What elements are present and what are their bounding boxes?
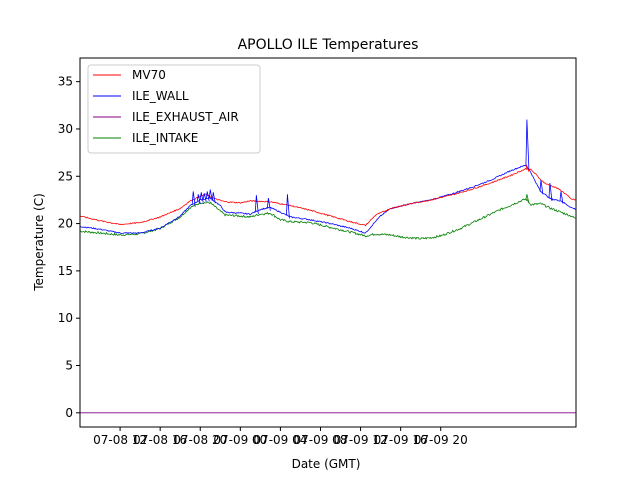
- chart-title: APOLLO ILE Temperatures: [238, 37, 419, 53]
- series-spike: [191, 191, 196, 207]
- x-tick-label: 07-09 04: [253, 433, 307, 447]
- y-tick-label: 20: [58, 217, 73, 231]
- x-tick-label: 07-09 00: [213, 433, 267, 447]
- series-line-ile-intake: [80, 198, 576, 240]
- series-spike: [254, 195, 259, 215]
- y-axis: 0 5 10 15 20 25 30 35: [58, 75, 80, 420]
- series-spike: [199, 192, 204, 203]
- series-spike: [286, 194, 290, 219]
- plot-frame: [79, 57, 577, 428]
- legend: MV70 ILE_WALL ILE_EXHAUST_AIR ILE_INTAKE: [87, 64, 261, 154]
- y-tick-label: 15: [58, 264, 73, 278]
- x-tick-label: 07-08 12: [93, 433, 147, 447]
- series-spike: [266, 197, 271, 211]
- x-tick-label: 07-09 08: [294, 433, 348, 447]
- y-tick-label: 10: [58, 311, 73, 325]
- x-tick-label: 07-09 16: [374, 433, 428, 447]
- series-spike: [548, 182, 553, 202]
- series-spike: [208, 189, 213, 201]
- y-axis-title: Temperature (C): [32, 193, 46, 292]
- y-tick-label: 5: [65, 359, 73, 373]
- series-spike: [525, 119, 530, 170]
- x-tick-label: 07-08 20: [173, 433, 227, 447]
- series-spike: [559, 191, 564, 204]
- y-tick-label: 35: [58, 75, 73, 89]
- legend-label: ILE_INTAKE: [132, 131, 198, 145]
- series-spike: [205, 191, 210, 202]
- legend-label: ILE_WALL: [132, 89, 189, 103]
- series-line-ile-wall: [80, 164, 576, 235]
- x-tick-label: 07-09 20: [414, 433, 468, 447]
- series-spike: [525, 194, 530, 204]
- series-spike: [525, 164, 530, 172]
- series-spike: [211, 192, 216, 204]
- x-axis-title: Date (GMT): [292, 457, 361, 471]
- y-tick-label: 0: [65, 406, 73, 420]
- legend-label: MV70: [132, 68, 166, 82]
- series-line-mv70: [80, 167, 576, 227]
- series-spike: [196, 194, 201, 204]
- x-tick-label: 07-09 12: [334, 433, 388, 447]
- x-tick-label: 07-08 16: [133, 433, 187, 447]
- y-tick-label: 25: [58, 169, 73, 183]
- legend-box: [87, 64, 261, 154]
- legend-label: ILE_EXHAUST_AIR: [132, 110, 239, 124]
- y-tick-label: 30: [58, 122, 73, 136]
- series-spike: [202, 193, 207, 203]
- series-spike: [539, 179, 544, 195]
